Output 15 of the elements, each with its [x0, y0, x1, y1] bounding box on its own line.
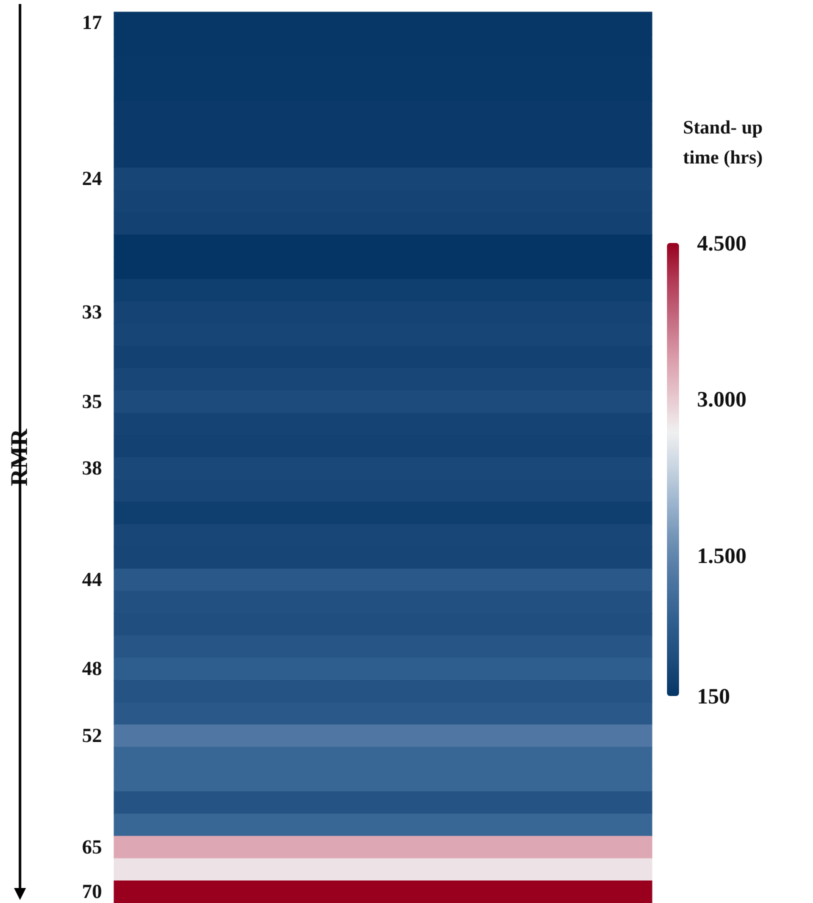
color-bar-label: 4.500 — [697, 230, 746, 256]
y-tick-label: 52 — [82, 724, 102, 747]
y-tick-label: 33 — [82, 302, 102, 324]
y-tick-label: 17 — [82, 12, 102, 34]
y-tick-label: 44 — [82, 569, 102, 592]
y-tick-label: 70 — [82, 880, 102, 903]
y-tick-label: 48 — [82, 658, 102, 680]
y-tick-label: 24 — [82, 168, 102, 190]
y-tick-label: 35 — [82, 390, 102, 413]
y-tick-label: 38 — [82, 458, 102, 480]
color-bar-label: 3.000 — [697, 386, 746, 412]
y-tick-label: 65 — [82, 836, 102, 858]
color-bar-label: 150 — [697, 684, 730, 708]
color-bar-label: 1.500 — [697, 542, 746, 568]
color-bar-title: Stand- up time (hrs) — [683, 118, 768, 168]
